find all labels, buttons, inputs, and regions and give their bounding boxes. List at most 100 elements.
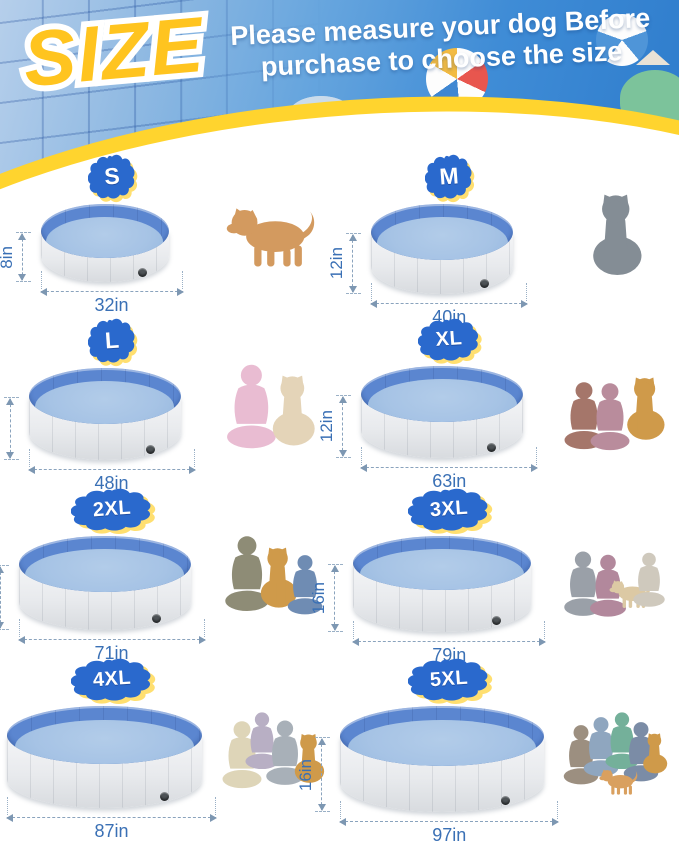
size-chart-grid: S 8in 32in <box>0 152 679 845</box>
height-dimension: 16in <box>296 737 331 813</box>
size-badge-2xl: 2XL <box>71 488 153 531</box>
diameter-value: 32in <box>94 295 129 315</box>
drain-plug-icon <box>492 616 502 626</box>
diameter-arrow-line <box>352 637 547 646</box>
size-card-4xl: 4XL 16in 87in <box>0 656 335 841</box>
size-card-3xl: 3XL 16in 79in <box>309 486 679 665</box>
pool-opening <box>7 706 203 764</box>
size-badge-label: 3XL <box>429 496 470 522</box>
pool-opening <box>28 368 181 424</box>
pool-illustration: 8in <box>0 204 169 283</box>
photo-corgi-dog <box>211 152 333 316</box>
photo-kids-with-golden-retriever <box>552 316 677 486</box>
pool-illustration: 12in <box>317 366 524 459</box>
size-badge-label: XL <box>435 327 464 351</box>
height-arrow-line <box>0 564 9 631</box>
diameter-value: 63in <box>432 471 467 491</box>
pool-water <box>360 548 525 590</box>
pool-illustration: 16in <box>309 536 532 633</box>
photo-family-with-two-dogs <box>552 656 677 833</box>
pool-opening <box>371 204 514 260</box>
pool-opening <box>18 536 191 592</box>
size-card-s: S 8in 32in <box>0 152 335 316</box>
island-decor <box>620 70 679 126</box>
diameter-dimension: 71in <box>17 619 206 664</box>
height-value: 8in <box>0 245 16 269</box>
height-arrow-line <box>328 563 344 633</box>
umbrella-icon <box>636 50 670 65</box>
height-dimension: 12in <box>327 232 362 295</box>
diameter-arrow-line <box>370 299 529 308</box>
size-badge-l: L <box>88 318 136 363</box>
drain-plug-icon <box>500 795 510 805</box>
size-badge-label: S <box>102 162 121 190</box>
drain-plug-icon <box>152 614 162 624</box>
diameter-dimension: 87in <box>6 797 218 842</box>
pool-opening <box>340 706 545 766</box>
pool-water <box>348 720 537 766</box>
diameter-arrow-line <box>6 813 218 822</box>
height-arrow-line <box>315 737 331 813</box>
pool-illustration: 16in <box>7 706 203 808</box>
diameter-dimension: 32in <box>39 271 184 316</box>
pool-water <box>14 719 195 764</box>
size-card-l: L 12in 48in <box>0 316 335 493</box>
beach-ball-icon <box>426 48 488 110</box>
diameter-value: 97in <box>432 825 467 845</box>
size-badge-4xl: 4XL <box>71 658 153 701</box>
diameter-arrow-line <box>339 817 560 826</box>
height-arrow-line <box>3 396 19 461</box>
height-value: 12in <box>0 412 4 445</box>
pool-opening <box>361 366 524 422</box>
pool-opening <box>40 204 169 258</box>
diameter-value: 48in <box>94 473 129 493</box>
size-card-2xl: 2XL 12in 71in <box>0 486 335 663</box>
pool-water <box>376 217 508 260</box>
height-arrow-line <box>15 231 31 283</box>
size-badge-label: 4XL <box>91 666 132 692</box>
height-value: 16in <box>309 581 329 615</box>
height-dimension: 12in <box>0 564 9 631</box>
diameter-dimension: 63in <box>360 447 539 492</box>
height-dimension: 8in <box>0 231 31 283</box>
size-card-m: M 12in 40in <box>327 152 679 327</box>
pool-illustration: 12in <box>0 536 191 631</box>
drain-plug-icon <box>486 442 496 452</box>
photo-husky-dog <box>552 152 677 316</box>
size-badge-label: 5XL <box>429 666 470 692</box>
drain-plug-icon <box>137 267 147 277</box>
height-dimension: 16in <box>309 563 344 633</box>
size-badge-5xl: 5XL <box>408 658 490 701</box>
pool-water <box>34 381 175 424</box>
pool-water <box>25 549 184 592</box>
drain-plug-icon <box>480 278 490 288</box>
diameter-arrow-line <box>360 463 539 472</box>
size-badge-label: 2XL <box>91 496 132 522</box>
pool-water <box>367 379 517 422</box>
pool-illustration: 12in <box>0 368 181 461</box>
photo-family-with-puppy <box>552 486 677 656</box>
size-badge-s: S <box>88 154 136 199</box>
diameter-value: 71in <box>94 643 129 663</box>
pool-illustration: 16in <box>296 706 545 813</box>
drain-plug-icon <box>159 791 169 801</box>
photo-girl-with-dog <box>211 316 333 486</box>
size-badge-m: M <box>425 154 473 199</box>
height-value: 12in <box>327 247 347 280</box>
size-badge-label: L <box>103 326 120 354</box>
height-value: 16in <box>296 758 316 791</box>
diameter-value: 87in <box>94 821 129 841</box>
size-badge-label: M <box>438 162 460 190</box>
height-arrow-line <box>346 232 362 295</box>
diameter-dimension: 48in <box>27 449 196 494</box>
drain-plug-icon <box>145 444 155 454</box>
diameter-arrow-line <box>17 635 206 644</box>
diameter-arrow-line <box>39 287 184 296</box>
pool-illustration: 12in <box>327 204 514 295</box>
size-badge-xl: XL <box>418 318 480 361</box>
size-card-xl: XL 12in 63in <box>317 316 679 491</box>
height-dimension: 12in <box>0 396 19 461</box>
height-value: 12in <box>317 410 337 443</box>
height-dimension: 12in <box>317 394 352 459</box>
pool-opening <box>353 536 532 590</box>
